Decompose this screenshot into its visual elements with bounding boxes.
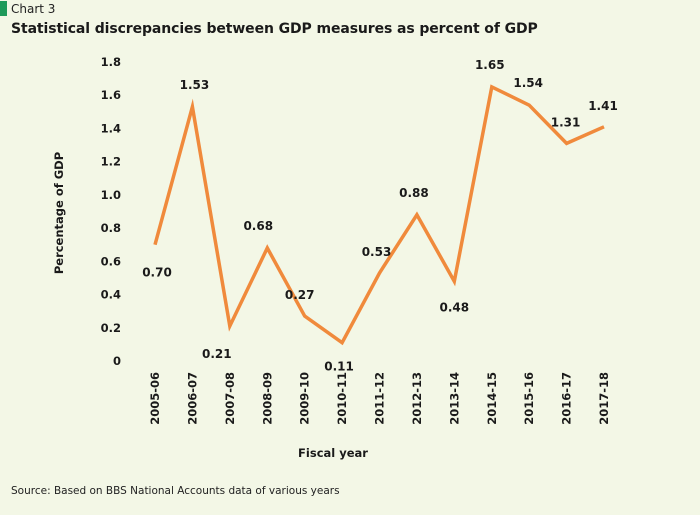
y-tick-label: 1.8 [101,55,121,69]
y-tick-label: 0.6 [101,254,121,268]
x-tick-label: 2007-08 [223,372,237,425]
data-label: 0.70 [142,266,172,280]
y-tick-label: 1.6 [101,88,121,102]
y-tick-label: 1.0 [101,188,121,202]
data-label: 0.27 [285,288,315,302]
series-group [153,84,605,346]
y-tick-label: 0 [113,354,121,368]
data-label: 0.53 [362,245,392,259]
data-label: 1.65 [475,58,505,72]
x-tick-label: 2010-11 [335,372,349,425]
x-tick-label: 2014-15 [485,372,499,425]
chart-number-marker [0,1,7,16]
chart-number: Chart 3 [11,2,56,16]
x-tick-label: 2008-09 [260,372,274,425]
x-tick-label: 2015-16 [522,372,536,425]
line-chart: 0 0.2 0.4 0.6 0.8 1.0 1.2 1.4 1.6 1.8 2005-06 2006… [52,55,618,460]
x-tick-label: 2017-18 [597,372,611,425]
x-tick-label: 2009-10 [298,372,312,425]
data-label: 0.68 [243,219,273,233]
x-tick-label: 2006-07 [185,372,199,425]
x-tick-label: 2011-12 [373,372,387,425]
y-axis: 0 0.2 0.4 0.6 0.8 1.0 1.2 1.4 1.6 1.8 [101,55,121,368]
series-line [153,84,605,346]
y-tick-label: 1.4 [101,121,121,135]
data-label: 1.53 [180,78,210,92]
x-axis-label: Fiscal year [298,446,368,460]
y-axis-label: Percentage of GDP [52,152,66,274]
y-tick-label: 0.2 [101,321,121,335]
data-label: 1.41 [588,99,618,113]
data-labels: 0.70 1.53 0.21 0.68 0.27 0.11 0.53 0.88 0.48 1.65… [142,58,618,374]
x-tick-label: 2016-17 [560,372,574,425]
data-label: 1.31 [551,115,581,129]
data-label: 0.88 [399,186,429,200]
x-axis: 2005-06 2006-07 2007-08 2008-09 2009-10 2010-… [148,372,611,425]
chart-title: Statistical discrepancies between GDP me… [11,21,538,37]
y-tick-label: 0.4 [101,288,121,302]
data-label: 0.21 [202,347,232,361]
source-note: Source: Based on BBS National Accounts d… [11,485,340,497]
x-tick-label: 2012-13 [410,372,424,425]
x-tick-label: 2013-14 [447,372,461,425]
y-tick-label: 1.2 [101,155,121,169]
data-label: 1.54 [513,76,543,90]
x-tick-label: 2005-06 [148,372,162,425]
data-label: 0.48 [440,300,470,314]
y-tick-label: 0.8 [101,221,121,235]
data-label: 0.11 [324,360,354,374]
